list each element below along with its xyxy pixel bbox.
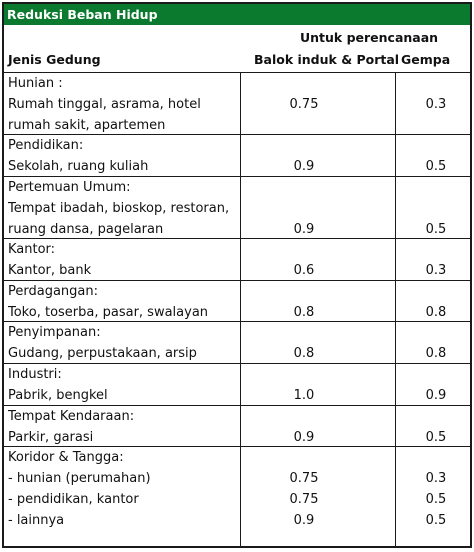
gempa-value: 0.3	[425, 471, 447, 486]
portal-value: 0.75	[289, 492, 319, 507]
building-type: Tempat ibadah, bioskop, restoran,	[8, 201, 230, 216]
category-label: Koridor & Tangga:	[8, 450, 124, 465]
gempa-value: 0.5	[425, 159, 447, 174]
building-type: Pabrik, bengkel	[8, 388, 108, 403]
row-divider	[4, 363, 470, 364]
table-bottom-border	[4, 546, 470, 547]
gempa-value: 0.8	[425, 305, 447, 320]
row-divider	[4, 134, 470, 135]
building-type: - hunian (perumahan)	[8, 471, 151, 486]
row-divider	[4, 321, 470, 322]
row-divider	[4, 238, 470, 239]
portal-value: 0.8	[293, 346, 315, 361]
building-type: Toko, toserba, pasar, swalayan	[8, 305, 209, 320]
portal-value: 0.8	[293, 305, 315, 320]
category-label: Tempat Kendaraan:	[8, 409, 135, 424]
gempa-value: 0.5	[425, 492, 447, 507]
row-divider	[4, 280, 470, 281]
building-type: Gudang, perpustakaan, arsip	[8, 346, 197, 361]
category-label: Pendidikan:	[8, 138, 84, 153]
portal-value: 1.0	[293, 388, 315, 403]
gempa-value: 0.3	[425, 97, 447, 112]
header-jenis-gedung: Jenis Gedung	[8, 52, 101, 67]
category-label: Pertemuan Umum:	[8, 180, 131, 195]
row-divider	[4, 405, 470, 406]
category-label: Penyimpanan:	[8, 325, 101, 340]
building-type: Sekolah, ruang kuliah	[8, 159, 149, 174]
building-type: - pendidikan, kantor	[8, 492, 139, 507]
table-title: Reduksi Beban Hidup	[4, 4, 470, 25]
portal-value: 0.9	[293, 513, 315, 528]
category-label: Perdagangan:	[8, 284, 99, 299]
category-label: Kantor:	[8, 242, 56, 257]
building-type: Kantor, bank	[8, 263, 92, 278]
row-divider	[4, 72, 470, 73]
portal-value: 0.9	[293, 430, 315, 445]
gempa-value: 0.9	[425, 388, 447, 403]
gempa-value: 0.5	[425, 513, 447, 528]
portal-value: 0.6	[293, 263, 315, 278]
header-group: Untuk perencanaan	[300, 30, 439, 45]
column-divider	[395, 72, 396, 546]
row-divider	[4, 446, 470, 447]
portal-value: 0.75	[289, 97, 319, 112]
gempa-value: 0.5	[425, 222, 447, 237]
header-balok-portal: Balok induk & Portal	[254, 52, 400, 67]
portal-value: 0.75	[289, 471, 319, 486]
gempa-value: 0.8	[425, 346, 447, 361]
building-type: - lainnya	[8, 513, 65, 528]
building-type: Parkir, garasi	[8, 430, 94, 445]
building-type: ruang dansa, pagelaran	[8, 222, 164, 237]
portal-value: 0.9	[293, 222, 315, 237]
building-type: Rumah tinggal, asrama, hotel	[8, 97, 201, 112]
building-type: rumah sakit, apartemen	[8, 118, 166, 133]
gempa-value: 0.3	[425, 263, 447, 278]
portal-value: 0.9	[293, 159, 315, 174]
column-divider	[240, 72, 241, 546]
category-label: Industri:	[8, 367, 62, 382]
row-divider	[4, 176, 470, 177]
gempa-value: 0.5	[425, 430, 447, 445]
category-label: Hunian :	[8, 76, 63, 91]
header-gempa: Gempa	[401, 52, 451, 67]
